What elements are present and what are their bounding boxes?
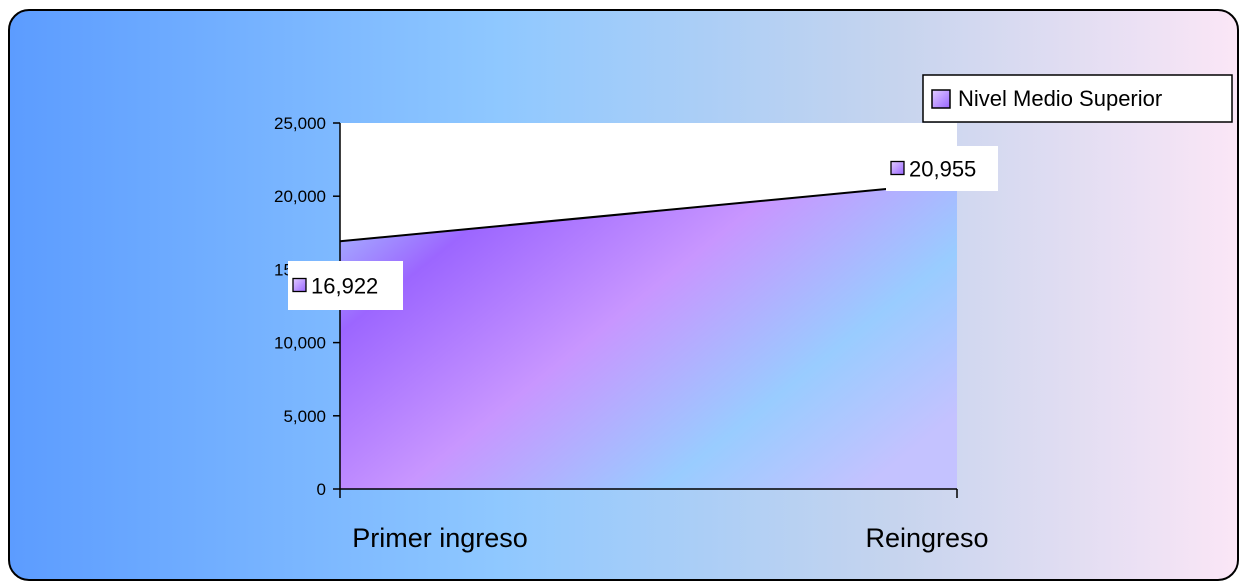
y-tick-label: 20,000	[274, 187, 326, 206]
y-tick-label: 10,000	[274, 334, 326, 353]
data-label-group: 16,922	[288, 261, 403, 310]
data-label: 16,922	[311, 274, 378, 299]
legend-swatch	[932, 90, 950, 108]
data-label: 20,955	[909, 157, 976, 182]
data-label-group: 20,955	[886, 146, 998, 191]
legend: Nivel Medio Superior	[923, 75, 1232, 122]
y-tick-label: 25,000	[274, 114, 326, 133]
legend-entry-nivel-medio-superior: Nivel Medio Superior	[958, 86, 1162, 111]
y-tick-label: 0	[317, 480, 326, 499]
data-label-marker	[891, 162, 904, 175]
x-category-label: Reingreso	[865, 523, 988, 553]
data-label-marker	[293, 279, 306, 292]
y-tick-label: 5,000	[283, 407, 326, 426]
x-category-label: Primer ingreso	[352, 523, 528, 553]
